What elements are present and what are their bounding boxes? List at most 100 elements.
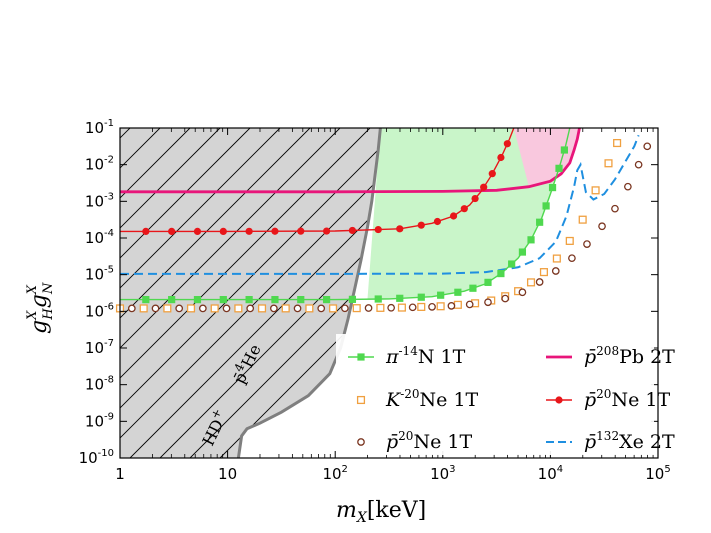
- excluded-boundary-line: [236, 128, 382, 458]
- marker-square-s3: [527, 236, 535, 244]
- marker-circle-s1: [480, 183, 488, 191]
- marker-square-s3: [555, 164, 563, 172]
- marker-circle-s1: [460, 205, 468, 213]
- marker-open-square-s4: [578, 215, 587, 224]
- marker-open-square-s4: [281, 304, 290, 313]
- marker-circle-s1: [471, 194, 479, 203]
- marker-open-circle-s5: [611, 204, 619, 213]
- y-tick-label: 10-10: [79, 448, 114, 467]
- marker-square-s3: [518, 248, 527, 256]
- marker-open-square-s4: [397, 303, 406, 312]
- marker-open-circle-s5: [465, 300, 474, 309]
- legend-marker-2: [357, 438, 365, 446]
- series-markers: [115, 138, 652, 313]
- marker-square-s3: [297, 296, 305, 304]
- marker-open-square-s4: [328, 304, 338, 313]
- marker-open-circle-s5: [199, 304, 207, 313]
- y-axis-title: gXHgXN: [25, 282, 56, 334]
- x-tick-label: 10: [218, 465, 237, 483]
- x-axis-var: m: [336, 498, 357, 523]
- hatch-line: [129, 128, 381, 458]
- marker-open-circle-s5: [624, 182, 632, 191]
- marker-circle-s1: [374, 225, 382, 234]
- marker-open-square-s4: [352, 304, 361, 313]
- y-tick-label: 10-1: [85, 118, 114, 137]
- marker-square-s3: [536, 218, 544, 226]
- marker-square-s3: [322, 296, 331, 304]
- marker-circle-s1: [219, 227, 227, 235]
- y-axis-sup-1: X: [25, 310, 40, 321]
- marker-circle-s1: [396, 225, 404, 233]
- marker-open-square-s4: [139, 304, 148, 313]
- marker-open-square-s4: [591, 186, 600, 195]
- marker-open-square-s4: [565, 236, 574, 245]
- hatch-line: [159, 128, 381, 458]
- y-tick-label: 10-9: [85, 411, 114, 430]
- shaded-regions: [120, 128, 580, 458]
- marker-square-s3: [168, 296, 176, 304]
- marker-circle-s1: [449, 212, 458, 220]
- marker-square-s3: [497, 269, 505, 278]
- marker-open-circle-s5: [634, 160, 643, 169]
- svg-text:mX[keV]: mX[keV]: [336, 498, 426, 526]
- marker-open-circle-s5: [246, 304, 255, 313]
- marker-open-circle-s5: [484, 298, 492, 307]
- y-tick-label: 10-4: [85, 228, 114, 247]
- allowed-region-pb208: [513, 128, 580, 187]
- marker-open-square-s4: [604, 159, 613, 168]
- x-tick-label: 105: [645, 464, 670, 483]
- marker-circle-s1: [322, 227, 331, 235]
- legend-label-2: p̄20Ne 1T: [386, 429, 472, 453]
- x-tick-label: 104: [538, 464, 563, 483]
- legend-label-4: p̄20Ne 1T: [584, 387, 670, 411]
- marker-circle-s1: [142, 227, 150, 235]
- y-axis-sub-h: H: [41, 308, 56, 321]
- marker-circle-s1: [417, 221, 425, 229]
- marker-open-circle-s5: [127, 304, 136, 313]
- hatch-line: [219, 128, 381, 458]
- marker-open-square-s4: [417, 302, 426, 311]
- marker-open-circle-s5: [175, 304, 184, 313]
- marker-open-circle-s5: [364, 304, 373, 312]
- marker-square-s3: [548, 183, 557, 192]
- legend-marker-0: [357, 353, 365, 361]
- hatch-line: [120, 128, 341, 458]
- y-tick-label: 10-2: [85, 155, 114, 174]
- marker-square-s3: [508, 260, 516, 268]
- marker-open-circle-s5: [270, 304, 278, 313]
- marker-square-s3: [245, 296, 253, 304]
- marker-square-s3: [437, 291, 445, 299]
- legend-label-3: p̄208Pb 2T: [584, 344, 675, 368]
- marker-circle-s1: [497, 153, 505, 162]
- marker-circle-s1: [297, 227, 305, 235]
- hatch-line: [120, 128, 371, 458]
- legend-marker-4: [555, 396, 563, 404]
- marker-open-circle-s5: [293, 304, 302, 313]
- marker-open-circle-s5: [598, 222, 606, 231]
- y-tick-label: 10-7: [85, 338, 114, 357]
- x-axis-sub: X: [356, 510, 368, 526]
- x-axis-title: mX[keV]: [336, 498, 426, 526]
- legend: π-14N 1T K-20Ne 1T p̄20Ne 1T p̄208Pb 2T p̄20…: [336, 334, 675, 455]
- marker-open-circle-s5: [535, 278, 544, 286]
- marker-open-circle-s5: [643, 142, 652, 151]
- legend-label-0: π-14N 1T: [385, 344, 466, 368]
- marker-open-circle-s5: [222, 304, 231, 313]
- marker-open-circle-s5: [317, 304, 326, 313]
- marker-open-square-s4: [210, 304, 219, 313]
- marker-circle-s1: [348, 226, 357, 235]
- marker-open-circle-s5: [151, 304, 160, 313]
- y-tick-label: 10-5: [85, 265, 114, 284]
- y-tick-label: 10-3: [85, 191, 114, 210]
- series-line-2: [120, 134, 640, 275]
- marker-open-circle-s5: [341, 304, 349, 313]
- excluded-region-fill: [120, 128, 381, 458]
- marker-open-circle-s5: [501, 294, 510, 303]
- marker-open-circle-s5: [387, 303, 396, 312]
- marker-open-square-s4: [526, 278, 536, 287]
- legend-background: [336, 334, 654, 455]
- y-axis-sup-2: X: [25, 284, 40, 295]
- marker-open-circle-s5: [583, 240, 591, 248]
- hatch-line: [120, 128, 131, 458]
